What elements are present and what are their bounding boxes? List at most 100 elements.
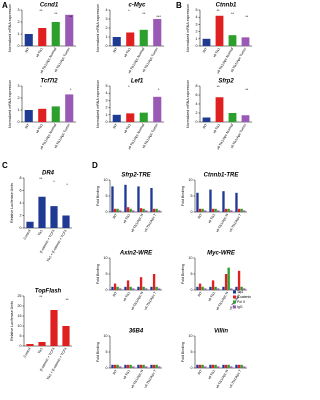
y-tick-label: 3	[106, 17, 108, 21]
x-tick-label: vil-Tlx1	[123, 123, 132, 134]
bar	[201, 364, 204, 368]
x-tick-label: WT	[112, 47, 118, 54]
bar	[227, 208, 230, 212]
bar	[222, 364, 225, 368]
chart-title: Ccnd1	[40, 3, 59, 9]
bar	[137, 286, 140, 290]
x-tick-label: Control	[23, 229, 32, 241]
y-tick-label: 5	[106, 84, 108, 88]
chart-title: TopFlash	[35, 289, 62, 295]
y-tick-label: 1	[196, 37, 198, 41]
x-tick-label: WT	[24, 47, 30, 54]
bar	[139, 29, 148, 46]
bar	[139, 208, 143, 212]
bar	[196, 364, 199, 368]
y-tick-label: 0	[106, 120, 108, 124]
y-tick-label: 2	[106, 106, 108, 110]
significance: ***	[156, 14, 161, 19]
bar	[228, 113, 237, 122]
y-tick-label: 0	[106, 210, 108, 214]
chart-title: Lef1	[131, 79, 144, 85]
y-axis-label: Normalized mRNA expression	[186, 80, 190, 128]
bar	[230, 288, 233, 290]
bar	[145, 210, 148, 212]
bar	[209, 286, 212, 290]
bar	[142, 286, 145, 290]
y-tick-label: 5	[196, 8, 198, 12]
bar	[26, 344, 34, 346]
y-tick-label: 10	[189, 334, 193, 338]
bar	[237, 270, 241, 290]
y-tick-label: 0	[18, 44, 20, 48]
bar	[240, 364, 243, 368]
bar	[139, 277, 143, 290]
y-tick-label: 8	[20, 176, 22, 180]
bar	[155, 364, 158, 368]
y-tick-label: 6	[20, 188, 22, 192]
bar	[65, 14, 74, 47]
bar	[62, 215, 70, 228]
x-tick-label: WT	[197, 291, 203, 298]
significance: *	[128, 8, 130, 13]
y-tick-label: 10	[18, 324, 22, 328]
y-axis-label: Normalized mRNA expression	[186, 4, 190, 52]
panel-label: B	[176, 1, 182, 10]
x-tick-label: vil-Tlx1	[35, 47, 44, 58]
bar	[116, 286, 119, 290]
bar	[139, 112, 148, 122]
y-tick-label: 1	[106, 113, 108, 117]
bar	[235, 286, 238, 290]
x-tick-label: Tlx1	[37, 347, 44, 355]
x-tick-label: vil-Tlx1	[212, 123, 221, 134]
bar	[132, 288, 135, 290]
bar	[137, 364, 140, 368]
bar	[139, 364, 143, 368]
bar	[150, 364, 153, 368]
x-tick-label: vil-Tlx1	[122, 369, 131, 380]
bar	[155, 208, 158, 212]
bar	[241, 115, 250, 122]
y-tick-label: 5	[106, 272, 108, 276]
bar	[227, 364, 230, 368]
bar	[155, 286, 158, 290]
x-tick-label: WT	[24, 123, 30, 130]
x-tick-label: vil-Tlx1/Apc T	[228, 369, 242, 389]
bar	[38, 28, 47, 46]
y-tick-label: 10	[104, 334, 108, 338]
y-axis-label: Normalized mRNA expression	[8, 4, 12, 52]
bar	[209, 364, 212, 368]
x-tick-label: WT	[197, 213, 203, 220]
x-tick-label: WT	[202, 47, 208, 54]
bar	[129, 208, 132, 212]
chart-title: Ctnnb1-TRE	[204, 173, 240, 179]
y-tick-label: 3	[196, 22, 198, 26]
bar	[112, 114, 121, 122]
x-tick-label: vil-Tlx1	[207, 291, 216, 302]
y-tick-label: 0	[191, 210, 193, 214]
significance: **	[39, 8, 43, 13]
significance: **	[245, 87, 249, 92]
legend-swatch	[233, 290, 236, 294]
y-tick-label: 2	[18, 20, 20, 24]
bar	[215, 15, 224, 46]
y-axis-label: Fold Binding	[181, 186, 185, 206]
bar	[240, 286, 243, 290]
x-tick-label: vil-Tlx1/Apc N	[130, 212, 144, 233]
x-tick-label: Control	[23, 347, 32, 359]
bar	[50, 206, 58, 228]
y-tick-label: 0	[191, 288, 193, 292]
significance: **	[142, 11, 146, 16]
bar	[198, 283, 202, 290]
bar	[241, 37, 250, 46]
bar	[217, 366, 220, 368]
y-tick-label: 10	[189, 178, 193, 182]
bar	[215, 97, 224, 122]
legend-swatch	[233, 295, 236, 299]
y-tick-label: 0	[191, 366, 193, 370]
y-tick-label: 5	[191, 272, 193, 276]
bar	[38, 108, 47, 122]
y-tick-label: 1	[106, 35, 108, 39]
bar	[224, 208, 228, 212]
x-tick-label: vil-Tlx1/Apc N	[215, 368, 229, 389]
y-axis-label: Relative Luciferase Units	[10, 183, 14, 223]
